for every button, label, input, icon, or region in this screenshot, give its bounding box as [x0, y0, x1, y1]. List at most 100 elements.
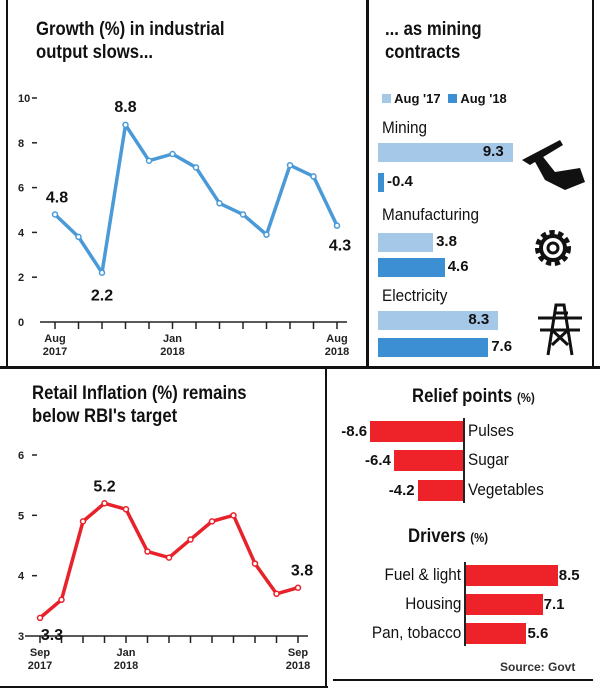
data-point: [187, 536, 194, 543]
y-tick-label: 6: [18, 450, 24, 462]
divider: [325, 369, 327, 687]
bar-value: 5.6: [527, 625, 549, 642]
bar-aug17: [378, 233, 434, 252]
divider: [366, 0, 369, 368]
title-line: ... as mining: [385, 19, 482, 40]
drivers-title-text: Drivers: [408, 526, 466, 547]
x-tick-label: Jan: [163, 333, 182, 345]
bar-value: 7.1: [543, 596, 565, 613]
data-point: [51, 211, 59, 218]
x-tick-label: 2018: [325, 346, 349, 358]
relief-title-text: Relief points: [412, 386, 513, 407]
bar-value: -8.6: [341, 423, 368, 440]
data-point: [122, 506, 130, 513]
data-point: [239, 211, 247, 218]
bar-aug17: [378, 143, 513, 162]
bar: [466, 594, 543, 615]
drivers-unit: (%): [470, 530, 489, 545]
divider: [0, 366, 600, 369]
divider: [6, 0, 8, 368]
relief-unit: (%): [516, 390, 535, 405]
data-label: 3.3: [41, 627, 63, 644]
bar-value: -0.4: [387, 173, 413, 190]
x-tick-label: Sep: [30, 647, 50, 659]
data-point: [273, 590, 280, 598]
legend: Aug '17 Aug '18: [382, 91, 507, 106]
y-tick-label: 8: [18, 138, 24, 150]
y-tick-label: 2: [18, 272, 24, 284]
data-point: [36, 614, 44, 622]
data-point: [145, 157, 153, 164]
y-tick-label: 5: [18, 510, 24, 522]
title-line: Retail Inflation (%) remains: [32, 383, 247, 404]
category-label: Fuel & light: [384, 565, 461, 584]
data-point: [98, 269, 106, 276]
bar-value: 8.5: [558, 567, 580, 584]
data-point: [101, 500, 108, 507]
data-label: 8.8: [114, 99, 136, 116]
category-label: Vegetables: [468, 480, 544, 499]
mining-title: ... as mining contracts: [385, 18, 482, 64]
y-tick-label: 0: [18, 317, 24, 329]
bar-value: 3.8: [436, 233, 457, 250]
y-tick-label: 4: [18, 227, 25, 239]
x-tick-label: 2017: [43, 346, 67, 358]
bar-aug18: [378, 173, 384, 192]
x-tick-label: Sep: [288, 647, 308, 659]
bar-aug18: [378, 258, 445, 277]
data-point: [208, 518, 216, 525]
data-label: 4.8: [46, 189, 68, 206]
bar-value: -6.4: [365, 452, 391, 469]
data-point: [169, 150, 176, 158]
data-point: [216, 200, 223, 207]
bar-value: 8.3: [468, 311, 490, 328]
relief-title: Relief points (%): [412, 385, 535, 409]
category-label: Pulses: [468, 421, 514, 440]
category-label: Manufacturing: [382, 205, 479, 224]
bar-value: 7.6: [491, 338, 513, 355]
source-note: Source: Govt: [500, 660, 576, 674]
data-point: [122, 121, 129, 129]
category-label: Electricity: [382, 286, 448, 305]
inflation-title: Retail Inflation (%) remains below RBI's …: [32, 382, 247, 428]
title-line: Growth (%) in industrial: [36, 19, 225, 40]
data-label: 3.8: [291, 563, 313, 580]
axis-line: [463, 418, 465, 503]
bar: [370, 421, 463, 442]
axis-line: [464, 562, 466, 646]
bar: [466, 623, 527, 644]
x-tick-label: Jan: [117, 647, 136, 659]
data-point: [263, 231, 270, 238]
data-point: [294, 584, 302, 591]
category-label: Pan, tobacco: [371, 623, 461, 642]
legend-label: Aug '18: [460, 91, 507, 106]
data-point: [251, 560, 259, 567]
bar-value: -4.2: [388, 482, 415, 499]
bar: [417, 480, 463, 501]
data-point: [230, 512, 237, 519]
divider: [333, 679, 593, 681]
data-point: [165, 554, 173, 561]
title-line: output slows...: [36, 42, 154, 63]
bar-aug18: [378, 338, 489, 357]
x-tick-label: 2018: [286, 660, 310, 672]
y-tick-label: 6: [18, 183, 24, 195]
legend-swatch-aug18: [448, 94, 458, 103]
y-tick-label: 10: [18, 93, 30, 105]
data-point: [192, 164, 200, 171]
x-tick-label: 2017: [28, 660, 52, 672]
category-label: Sugar: [468, 450, 509, 469]
x-tick-label: Aug: [44, 333, 65, 345]
data-label: 4.3: [329, 238, 351, 255]
data-point: [310, 173, 317, 180]
x-tick-label: 2018: [114, 660, 138, 672]
bar: [466, 565, 558, 586]
divider: [0, 686, 328, 688]
data-point: [75, 233, 82, 241]
data-point: [79, 518, 87, 525]
drivers-title: Drivers (%): [408, 525, 488, 549]
data-point: [58, 596, 65, 604]
y-tick-label: 4: [18, 571, 25, 583]
